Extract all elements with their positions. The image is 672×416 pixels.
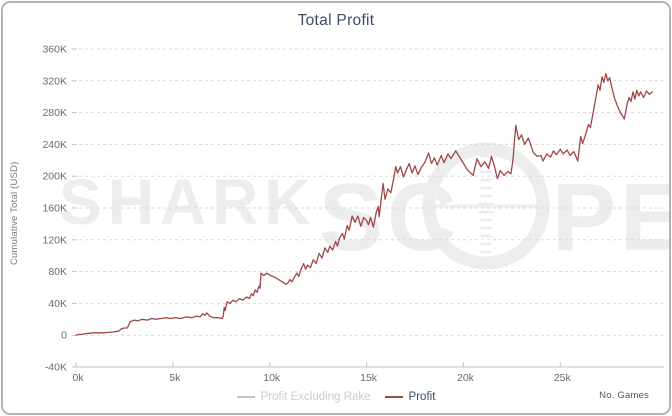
- chart-title: Total Profit: [297, 12, 375, 29]
- y-tick-label: 200K: [42, 171, 67, 183]
- legend-label: Profit: [408, 391, 436, 403]
- legend-item-profit-excluding-rake[interactable]: Profit Excluding Rake: [236, 391, 371, 403]
- watermark-scope-ring: [422, 142, 550, 270]
- y-tick-label: 80K: [48, 266, 67, 278]
- watermark-text-pe: PE: [552, 164, 671, 271]
- y-tick-label: 240K: [42, 139, 67, 151]
- y-tick-label: 320K: [42, 75, 67, 87]
- watermark-text-shark: SHARK: [59, 166, 317, 238]
- x-tick-label: 25k: [554, 372, 572, 384]
- total-profit-chart: SHARKSCPE-40K040K80K120K160K200K240K280K…: [42, 44, 671, 385]
- legend-line-sample-red: [384, 396, 403, 398]
- x-tick-label: 0k: [72, 372, 84, 384]
- y-tick-label: -40K: [45, 362, 67, 374]
- x-tick-label: 5k: [169, 372, 181, 384]
- y-tick-label: 160K: [42, 203, 67, 215]
- legend-item-profit[interactable]: Profit: [384, 391, 436, 403]
- x-tick-label: 20k: [457, 372, 475, 384]
- x-axis-title: No. Games: [599, 390, 649, 401]
- y-tick-label: 360K: [42, 44, 67, 56]
- x-tick-label: 15k: [360, 372, 378, 384]
- profit-line-series: [75, 72, 653, 336]
- legend-line-sample-gray: [236, 396, 255, 398]
- y-tick-label: 280K: [42, 107, 67, 119]
- x-tick-label: 10k: [263, 372, 281, 384]
- legend-label: Profit Excluding Rake: [260, 391, 371, 403]
- chart-legend: Profit Excluding Rake Profit: [3, 391, 669, 403]
- y-tick-label: 120K: [42, 234, 67, 246]
- y-tick-label: 0: [61, 330, 67, 342]
- y-tick-label: 40K: [48, 298, 67, 310]
